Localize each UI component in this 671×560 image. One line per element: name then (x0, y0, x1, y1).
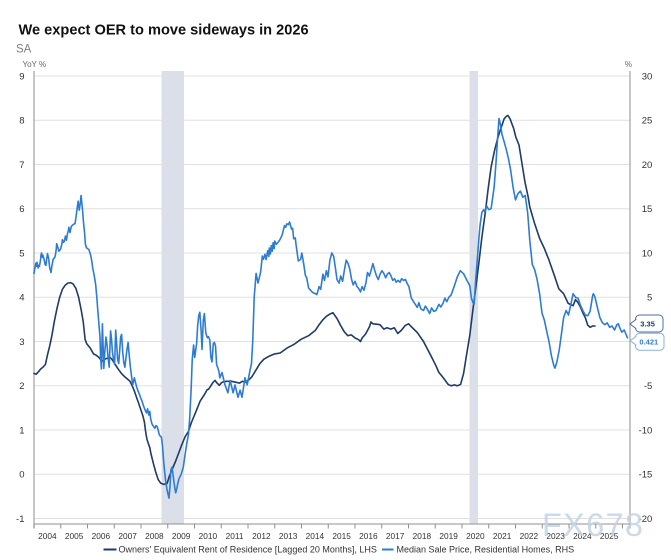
svg-text:-15: -15 (639, 470, 653, 481)
svg-text:-1: -1 (16, 514, 24, 525)
svg-text:2021: 2021 (493, 531, 512, 541)
svg-text:2013: 2013 (279, 531, 298, 541)
svg-text:2012: 2012 (252, 531, 271, 541)
svg-text:-10: -10 (639, 425, 653, 436)
svg-text:3.35: 3.35 (640, 319, 655, 328)
svg-text:2025: 2025 (600, 531, 619, 541)
svg-text:2015: 2015 (332, 531, 351, 541)
svg-text:2010: 2010 (199, 531, 218, 541)
svg-text:YoY %: YoY % (23, 60, 47, 69)
svg-text:2004: 2004 (38, 531, 57, 541)
svg-text:15: 15 (642, 204, 653, 215)
svg-text:2014: 2014 (306, 531, 325, 541)
svg-text:25: 25 (642, 116, 653, 127)
svg-text:8: 8 (19, 116, 24, 127)
svg-text:2008: 2008 (145, 531, 164, 541)
svg-text:Median Sale Price, Residential: Median Sale Price, Residential Homes, RH… (397, 545, 575, 555)
svg-text:SA: SA (16, 43, 32, 55)
svg-text:0.421: 0.421 (639, 338, 658, 347)
svg-text:3: 3 (19, 337, 24, 348)
svg-text:6: 6 (19, 204, 24, 215)
svg-text:2024: 2024 (573, 531, 592, 541)
svg-text:2022: 2022 (520, 531, 539, 541)
svg-text:20: 20 (642, 160, 653, 171)
svg-text:FX678: FX678 (542, 507, 644, 543)
svg-text:5: 5 (19, 248, 24, 259)
svg-text:2011: 2011 (226, 531, 244, 541)
svg-text:2020: 2020 (466, 531, 485, 541)
svg-text:9: 9 (19, 71, 24, 82)
svg-text:1: 1 (19, 425, 24, 436)
svg-text:We expect OER to move sideways: We expect OER to move sideways in 2026 (19, 23, 309, 39)
svg-text:2018: 2018 (413, 531, 432, 541)
svg-text:2023: 2023 (546, 531, 565, 541)
svg-text:2019: 2019 (439, 531, 458, 541)
svg-text:5: 5 (647, 293, 652, 304)
svg-text:0: 0 (19, 470, 24, 481)
svg-text:4: 4 (19, 293, 24, 304)
svg-text:2006: 2006 (92, 531, 111, 541)
svg-text:%: % (625, 60, 632, 69)
svg-text:Owners' Equivalent Rent of Res: Owners' Equivalent Rent of Residence [La… (119, 545, 377, 555)
svg-text:7: 7 (19, 160, 24, 171)
svg-text:10: 10 (642, 248, 653, 259)
svg-text:2016: 2016 (359, 531, 378, 541)
svg-text:2: 2 (19, 381, 24, 392)
svg-text:2007: 2007 (118, 531, 137, 541)
svg-text:-5: -5 (644, 381, 652, 392)
svg-text:2009: 2009 (172, 531, 191, 541)
svg-text:2005: 2005 (65, 531, 84, 541)
svg-text:2017: 2017 (386, 531, 405, 541)
svg-text:-20: -20 (639, 514, 653, 525)
svg-text:30: 30 (642, 71, 653, 82)
